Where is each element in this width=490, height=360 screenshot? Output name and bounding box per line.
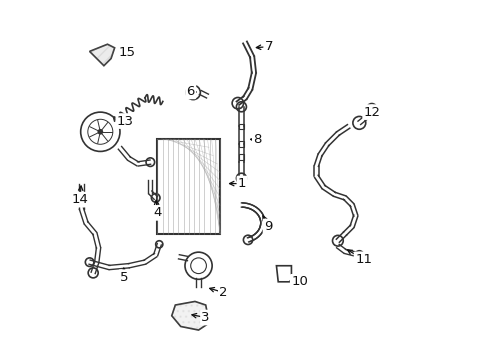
Text: 8: 8 bbox=[253, 134, 262, 147]
Text: 2: 2 bbox=[220, 286, 228, 299]
Text: 6: 6 bbox=[187, 85, 195, 98]
Text: 5: 5 bbox=[120, 271, 128, 284]
Text: 15: 15 bbox=[119, 46, 136, 59]
Text: 7: 7 bbox=[265, 40, 273, 53]
Bar bbox=[239, 123, 244, 129]
Bar bbox=[157, 139, 220, 234]
Text: 1: 1 bbox=[238, 177, 246, 190]
Text: 3: 3 bbox=[201, 311, 210, 324]
Text: 4: 4 bbox=[153, 206, 162, 219]
Bar bbox=[239, 141, 244, 147]
Polygon shape bbox=[172, 301, 209, 330]
Circle shape bbox=[98, 129, 103, 135]
Text: 13: 13 bbox=[117, 114, 134, 127]
Text: 12: 12 bbox=[364, 105, 381, 119]
Bar bbox=[239, 154, 244, 159]
Text: 9: 9 bbox=[264, 220, 272, 233]
Polygon shape bbox=[90, 44, 115, 66]
Text: 11: 11 bbox=[355, 253, 372, 266]
Text: 14: 14 bbox=[72, 193, 88, 206]
Text: 10: 10 bbox=[291, 275, 308, 288]
